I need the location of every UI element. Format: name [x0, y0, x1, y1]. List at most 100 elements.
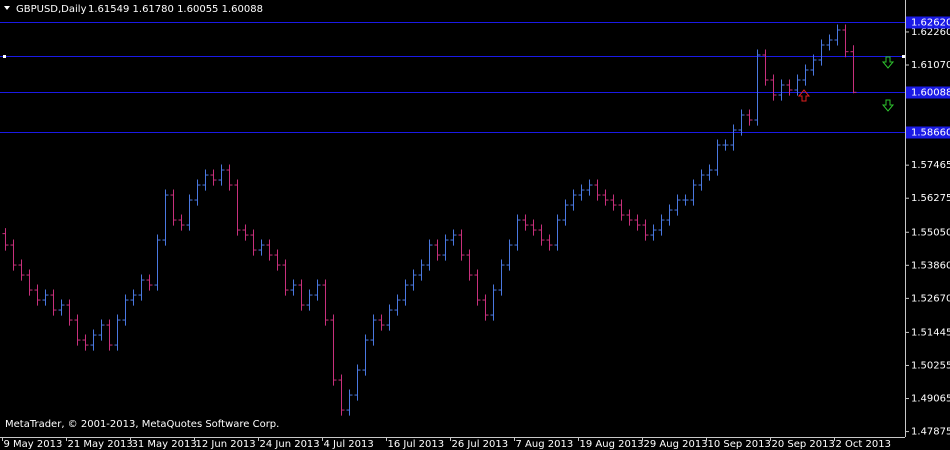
ohlc-bar: [730, 124, 737, 151]
ohlc-bar: [66, 299, 73, 326]
ohlc-bar: [18, 259, 25, 281]
y-tick-label: 1.52670: [911, 293, 950, 304]
x-tick-label: 9 May 2013: [4, 439, 63, 450]
ohlc-bar: [610, 194, 617, 211]
chart-title: GBPUSD,Daily: [16, 4, 87, 15]
ohlc-bar: [282, 259, 289, 296]
ohlc-bar: [626, 209, 633, 226]
x-tick-label: 24 Jun 2013: [260, 439, 320, 450]
ohlc-bar: [306, 289, 313, 311]
ohlc-bar: [458, 229, 465, 261]
ohlc-bar: [58, 299, 65, 316]
ohlc-bar: [474, 269, 481, 306]
y-tick-label: 1.62260: [911, 27, 950, 38]
ohlc-bar: [834, 24, 841, 46]
ohlc-bar: [690, 179, 697, 206]
ohlc-bar: [82, 334, 89, 351]
y-tick-label: 1.57465: [911, 160, 950, 171]
ohlc-bar: [490, 284, 497, 321]
ohlc-bar: [226, 164, 233, 191]
ohlc-bar: [778, 79, 785, 101]
ohlc-bar: [530, 219, 537, 236]
buy-arrow: [797, 89, 811, 102]
y-tick-label: 1.49065: [911, 394, 950, 405]
ohlc-bar: [506, 239, 513, 271]
level-label: 1.60088: [911, 88, 950, 99]
ohlc-bar: [130, 289, 137, 306]
level-label: 1.58660: [911, 128, 950, 139]
ohlc-bar: [170, 189, 177, 226]
ohlc-bar: [714, 139, 721, 176]
ohlc-bar: [650, 224, 657, 241]
level-label-box: [906, 86, 950, 99]
ohlc-bar: [434, 239, 441, 261]
ohlc-bar: [842, 24, 849, 58]
ohlc-bar: [578, 184, 585, 201]
plot-area: [0, 22, 905, 416]
ohlc-bar: [290, 279, 297, 296]
ohlc-bar: [762, 49, 769, 86]
ohlc-bar: [250, 229, 257, 256]
ohlc-bar: [146, 274, 153, 291]
x-tick-label: 10 Sep 2013: [708, 439, 771, 450]
x-tick-label: 16 Jul 2013: [388, 439, 445, 450]
copyright: MetaTrader, © 2001-2013, MetaQuotes Soft…: [5, 419, 279, 430]
ohlc-bar: [106, 319, 113, 351]
ohlc-bar: [322, 279, 329, 326]
ohlc-bar: [538, 224, 545, 246]
ohlc-bar: [658, 214, 665, 236]
ohlc-bar: [706, 164, 713, 181]
ohlc-bar: [258, 239, 265, 256]
dropdown-icon[interactable]: [4, 6, 10, 10]
ohlc-bar: [570, 189, 577, 211]
ohlc-bar: [546, 234, 553, 251]
y-tick-label: 1.51445: [911, 327, 950, 338]
ohlc-bar: [402, 279, 409, 306]
chart-subtitle: 1.61549 1.61780 1.60055 1.60088: [88, 4, 263, 15]
ohlc-bar: [42, 289, 49, 306]
ohlc-bar: [618, 199, 625, 221]
ohlc-bar: [210, 169, 217, 186]
ohlc-bar: [746, 109, 753, 126]
ohlc-bar: [642, 219, 649, 241]
ohlc-bar: [698, 169, 705, 191]
x-tick-label: 2 Oct 2013: [836, 439, 891, 450]
ohlc-bar: [138, 274, 145, 301]
ohlc-bar: [522, 214, 529, 231]
ohlc-bar: [818, 39, 825, 66]
ohlc-bar: [786, 79, 793, 96]
level-marker: [902, 55, 905, 58]
ohlc-bar: [242, 224, 249, 241]
ohlc-bar: [498, 259, 505, 296]
ohlc-bar: [770, 74, 777, 101]
y-tick-label: 1.61070: [911, 60, 950, 71]
level-label-box: [906, 126, 950, 139]
x-tick-label: 19 Aug 2013: [580, 439, 644, 450]
ohlc-bar: [162, 189, 169, 246]
ohlc-bar: [370, 314, 377, 346]
ohlc-bar: [338, 374, 345, 416]
ohlc-bar: [802, 64, 809, 86]
ohlc-bar: [666, 204, 673, 226]
ohlc-bar: [682, 194, 689, 206]
ohlc-bar: [410, 269, 417, 291]
ohlc-bar: [122, 294, 129, 326]
sell-arrow: [881, 56, 895, 69]
ohlc-bar: [394, 294, 401, 316]
x-tick-label: 7 Aug 2013: [516, 439, 574, 450]
ohlc-bar: [266, 239, 273, 261]
ohlc-bar: [562, 199, 569, 226]
ohlc-bar: [594, 179, 601, 201]
x-tick-label: 26 Jul 2013: [452, 439, 509, 450]
x-tick-label: 20 Sep 2013: [772, 439, 835, 450]
level-label: 1.62620: [911, 18, 950, 29]
ohlc-bar: [810, 54, 817, 76]
ohlc-bar: [826, 34, 833, 51]
ohlc-bar: [850, 45, 857, 94]
level-label-box: [906, 16, 950, 29]
ohlc-bar: [722, 139, 729, 151]
ohlc-bar: [194, 179, 201, 206]
